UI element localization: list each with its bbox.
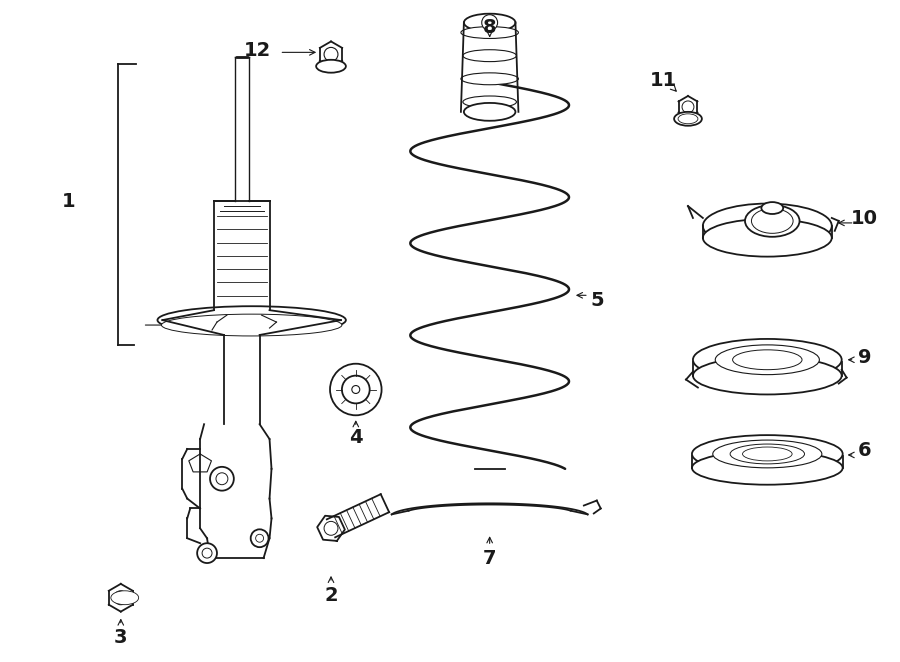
Ellipse shape bbox=[463, 96, 517, 108]
Circle shape bbox=[113, 591, 128, 604]
Ellipse shape bbox=[464, 14, 516, 32]
Text: 11: 11 bbox=[650, 71, 677, 89]
Ellipse shape bbox=[464, 103, 516, 120]
Ellipse shape bbox=[745, 205, 799, 237]
Ellipse shape bbox=[703, 219, 832, 257]
Circle shape bbox=[202, 548, 212, 558]
Text: 4: 4 bbox=[349, 428, 363, 447]
Ellipse shape bbox=[733, 350, 802, 369]
Ellipse shape bbox=[158, 307, 346, 334]
Ellipse shape bbox=[161, 314, 342, 336]
Ellipse shape bbox=[316, 60, 346, 73]
Text: 8: 8 bbox=[483, 18, 497, 37]
Ellipse shape bbox=[693, 357, 842, 395]
Text: 12: 12 bbox=[244, 41, 271, 60]
Ellipse shape bbox=[111, 591, 139, 604]
Ellipse shape bbox=[761, 202, 783, 214]
Text: 3: 3 bbox=[114, 628, 128, 647]
Text: 10: 10 bbox=[851, 209, 878, 228]
Ellipse shape bbox=[693, 339, 842, 381]
Text: 1: 1 bbox=[61, 191, 75, 211]
Ellipse shape bbox=[674, 112, 702, 126]
Ellipse shape bbox=[742, 447, 792, 461]
Circle shape bbox=[251, 530, 268, 547]
Circle shape bbox=[324, 522, 338, 536]
Ellipse shape bbox=[752, 209, 793, 233]
Ellipse shape bbox=[730, 444, 805, 464]
Circle shape bbox=[342, 375, 370, 403]
Circle shape bbox=[216, 473, 228, 485]
Circle shape bbox=[324, 48, 338, 62]
Ellipse shape bbox=[692, 435, 842, 473]
Text: 2: 2 bbox=[324, 587, 338, 605]
Ellipse shape bbox=[461, 73, 518, 85]
Ellipse shape bbox=[716, 345, 819, 375]
Circle shape bbox=[197, 544, 217, 563]
Text: 7: 7 bbox=[483, 549, 497, 567]
Text: 6: 6 bbox=[858, 442, 871, 461]
Circle shape bbox=[352, 385, 360, 393]
Circle shape bbox=[210, 467, 234, 491]
Ellipse shape bbox=[692, 451, 842, 485]
Ellipse shape bbox=[713, 440, 822, 468]
Text: 5: 5 bbox=[590, 291, 604, 310]
Ellipse shape bbox=[678, 114, 698, 124]
Circle shape bbox=[256, 534, 264, 542]
Circle shape bbox=[482, 15, 498, 30]
Ellipse shape bbox=[463, 50, 517, 62]
Ellipse shape bbox=[461, 26, 518, 38]
Circle shape bbox=[330, 363, 382, 415]
Circle shape bbox=[682, 101, 694, 113]
Ellipse shape bbox=[703, 204, 832, 248]
Text: 9: 9 bbox=[858, 348, 871, 367]
